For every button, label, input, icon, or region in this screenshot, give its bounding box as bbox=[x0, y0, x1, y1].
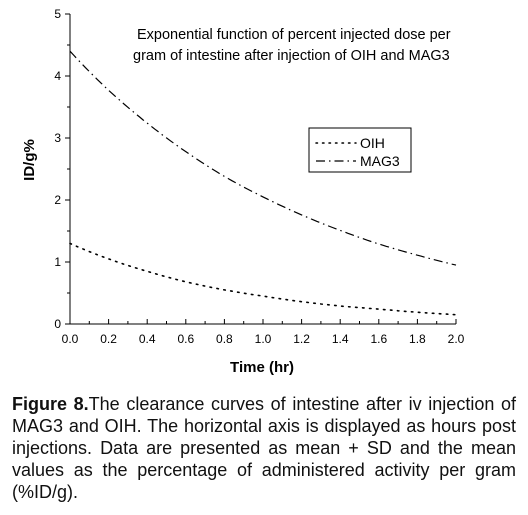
chart: 0.0 0.2 0.4 0.6 0.8 1.0 1.2 1.4 1.6 1.8 2.0 0 1 2 3 4 5… bbox=[21, 7, 465, 376]
legend-box bbox=[308, 127, 412, 173]
legend-label-oih: OIH bbox=[360, 135, 385, 151]
x-tick-label: 1.2 bbox=[293, 332, 310, 346]
y-tick-label: 3 bbox=[54, 131, 61, 145]
x-tick-label: 1.6 bbox=[370, 332, 387, 346]
y-tick-label: 1 bbox=[54, 255, 61, 269]
x-tick-label: 0.8 bbox=[216, 332, 233, 346]
series-line-oih bbox=[69, 242, 457, 316]
series-line-mag3 bbox=[69, 50, 457, 266]
x-tick-label: 0.0 bbox=[62, 332, 79, 346]
x-axis-ticks: 0.0 0.2 0.4 0.6 0.8 1.0 1.2 1.4 1.6 1.8 2.0 bbox=[62, 319, 465, 346]
x-tick-label: 0.6 bbox=[177, 332, 194, 346]
x-tick-label: 1.4 bbox=[332, 332, 349, 346]
y-axis-ticks: 0 1 2 3 4 5 bbox=[54, 7, 70, 331]
series-layer bbox=[69, 50, 457, 316]
y-tick-label: 5 bbox=[54, 7, 61, 21]
y-tick-label: 2 bbox=[54, 193, 61, 207]
chart-title-line-1: Exponential function of percent injected… bbox=[137, 27, 451, 43]
caption-text: The clearance curves of intestine after … bbox=[12, 394, 516, 502]
y-tick-label: 0 bbox=[54, 317, 61, 331]
x-tick-label: 2.0 bbox=[448, 332, 465, 346]
figure-caption: Figure 8.The clearance curves of intesti… bbox=[12, 393, 516, 503]
x-tick-label: 1.8 bbox=[409, 332, 426, 346]
x-tick-label: 0.2 bbox=[100, 332, 117, 346]
legend: OIH MAG3 bbox=[308, 127, 412, 173]
y-tick-label: 4 bbox=[54, 69, 61, 83]
x-tick-label: 1.0 bbox=[255, 332, 272, 346]
caption-label: Figure 8. bbox=[12, 394, 89, 414]
x-tick-label: 0.4 bbox=[139, 332, 156, 346]
legend-label-mag3: MAG3 bbox=[360, 153, 400, 169]
chart-title-line-2: gram of intestine after injection of OIH… bbox=[133, 48, 450, 64]
x-axis-title: Time (hr) bbox=[230, 359, 294, 376]
y-axis-title: ID/g% bbox=[21, 139, 38, 181]
